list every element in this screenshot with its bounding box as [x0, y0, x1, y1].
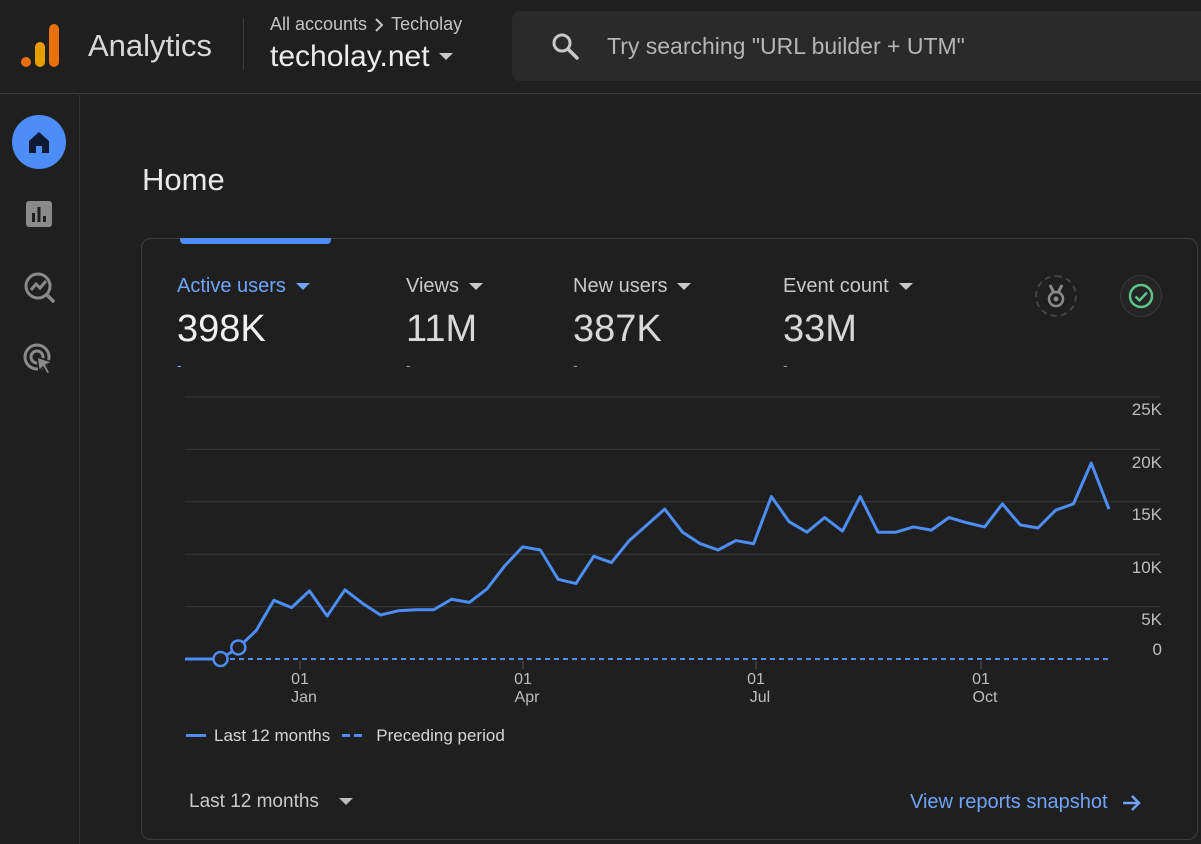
x-tick-month-label: Jan — [291, 689, 317, 706]
annotation-marker — [212, 650, 229, 668]
dropdown-arrow-icon — [469, 282, 483, 290]
explore-icon — [24, 272, 55, 303]
metric-new-users[interactable]: New users 387K - — [573, 275, 692, 373]
metric-value: 387K — [573, 308, 662, 350]
top-bar: Analytics All accounts Techolay techolay… — [0, 0, 1201, 94]
metric-value: 33M — [783, 308, 857, 350]
analytics-logo-icon — [21, 24, 59, 67]
active-metric-indicator — [180, 238, 331, 244]
home-icon — [29, 132, 49, 153]
metric-delta: - — [783, 357, 788, 373]
breadcrumb-property[interactable]: Techolay — [391, 14, 463, 34]
metric-label: Views — [406, 275, 459, 297]
nav-explore[interactable] — [12, 260, 66, 314]
metric-delta: - — [406, 357, 411, 373]
date-range-label: Last 12 months — [189, 791, 319, 812]
nav-advertising[interactable] — [12, 332, 66, 386]
metric-label: New users — [573, 275, 668, 297]
property-name: techolay.net — [270, 40, 430, 73]
view-reports-snapshot-link[interactable]: View reports snapshot — [910, 791, 1142, 814]
legend-label: Preceding period — [376, 726, 505, 745]
chart-legend: Last 12 months Preceding period — [186, 726, 517, 746]
metric-event-count[interactable]: Event count 33M - — [783, 275, 913, 373]
breadcrumb-account[interactable]: All accounts — [270, 14, 368, 34]
metric-delta: - — [573, 357, 578, 373]
metric-delta: - — [177, 357, 182, 373]
nav-home[interactable] — [12, 115, 66, 169]
metric-label: Active users — [177, 275, 286, 297]
dropdown-arrow-icon — [898, 282, 913, 290]
chevron-right-icon — [375, 17, 384, 32]
y-tick-label: 15K — [1132, 505, 1163, 524]
data-quality-button[interactable] — [1120, 275, 1162, 317]
search-placeholder: Try searching "URL builder + UTM" — [607, 33, 965, 59]
advertising-icon — [23, 343, 54, 375]
page-title: Home — [142, 162, 225, 197]
y-tick-label: 20K — [1132, 453, 1163, 472]
dropdown-arrow-icon — [438, 53, 453, 60]
legend-item-current[interactable]: Last 12 months — [186, 726, 330, 746]
search-bar[interactable]: Try searching "URL builder + UTM" — [512, 11, 1201, 81]
insights-badge-button[interactable] — [1035, 275, 1077, 317]
x-tick-day-label: 01 — [291, 671, 309, 688]
dropdown-arrow-icon — [677, 282, 692, 290]
x-tick-day-label: 01 — [747, 671, 765, 688]
metric-value: 398K — [177, 308, 266, 350]
legend-item-previous[interactable]: Preceding period — [342, 726, 505, 746]
x-tick-month-label: Oct — [973, 689, 998, 706]
dashed-line-icon — [342, 734, 363, 737]
dropdown-arrow-icon — [338, 798, 353, 805]
metric-label: Event count — [783, 275, 889, 297]
dropdown-arrow-icon — [295, 282, 310, 290]
y-tick-label: 5K — [1141, 610, 1162, 629]
legend-label: Last 12 months — [214, 726, 331, 745]
y-tick-label: 25K — [1132, 400, 1163, 419]
metric-views[interactable]: Views 11M - — [406, 275, 483, 373]
x-tick-day-label: 01 — [972, 671, 990, 688]
arrow-right-icon — [1122, 794, 1141, 811]
search-icon — [552, 33, 579, 60]
y-tick-label: 10K — [1132, 558, 1163, 577]
breadcrumb[interactable]: All accounts Techolay — [270, 14, 462, 35]
metric-value: 11M — [406, 308, 478, 350]
y-tick-label: 0 — [1153, 640, 1162, 659]
annotation-marker — [230, 639, 247, 656]
property-selector[interactable]: techolay.net — [270, 40, 454, 74]
check-circle-icon — [1128, 283, 1154, 309]
series-line-last-12-months — [185, 461, 1111, 661]
reports-icon — [26, 201, 52, 227]
header-divider — [243, 18, 244, 70]
app-name: Analytics — [88, 28, 213, 63]
solid-line-icon — [186, 734, 206, 737]
snapshot-link-label: View reports snapshot — [910, 791, 1108, 813]
x-tick-month-label: Jul — [750, 689, 770, 706]
side-nav — [0, 95, 80, 844]
nav-reports[interactable] — [12, 187, 66, 241]
x-tick-month-label: Apr — [515, 689, 541, 706]
date-range-select[interactable]: Last 12 months — [189, 791, 353, 813]
medal-icon — [1047, 284, 1065, 308]
metric-active-users[interactable]: Active users 398K - — [177, 275, 310, 373]
overview-card: Active users 398K - Views 11M - New user… — [141, 238, 1198, 840]
x-tick-day-label: 01 — [514, 671, 532, 688]
